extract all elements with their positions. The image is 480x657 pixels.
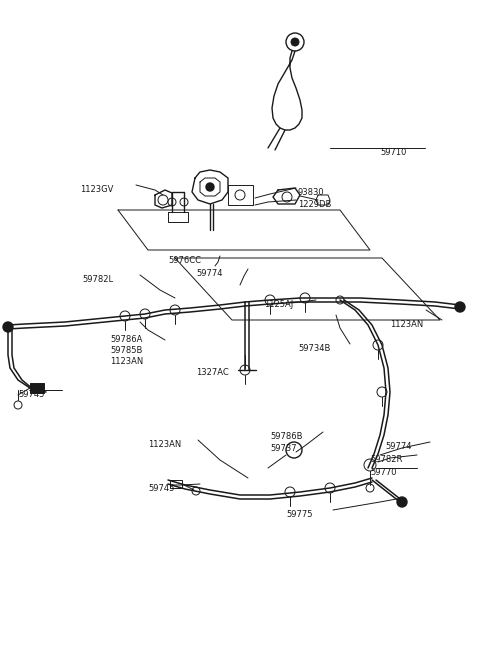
Text: 59710: 59710 [380,148,407,157]
Text: 59774: 59774 [196,269,223,278]
Text: 1327AC: 1327AC [196,368,229,377]
Circle shape [206,183,214,191]
Text: 93830: 93830 [298,188,324,197]
Text: 59786A: 59786A [110,335,143,344]
Text: 5976CC: 5976CC [168,256,201,265]
Text: 59786B: 59786B [270,432,302,441]
Circle shape [397,497,407,507]
Text: 1125AJ: 1125AJ [264,300,293,309]
Text: 59782R: 59782R [370,455,402,464]
Text: 59734B: 59734B [298,344,330,353]
Text: 1123AN: 1123AN [148,440,181,449]
Text: 59785B: 59785B [110,346,143,355]
Text: 1229DB: 1229DB [298,200,331,209]
Circle shape [291,38,299,46]
Text: 1123AN: 1123AN [110,357,143,366]
Text: 59745: 59745 [148,484,174,493]
Text: 59770: 59770 [370,468,396,477]
Text: 59745: 59745 [18,390,44,399]
Bar [170,480,182,488]
Text: 59775: 59775 [286,510,312,519]
Text: 59737: 59737 [270,444,297,453]
Text: 59774: 59774 [385,442,411,451]
Text: 1123AN: 1123AN [390,320,423,329]
Text: 1123GV: 1123GV [80,185,113,194]
Bar [30,383,44,393]
Text: 59782L: 59782L [82,275,113,284]
Circle shape [455,302,465,312]
Circle shape [3,322,13,332]
